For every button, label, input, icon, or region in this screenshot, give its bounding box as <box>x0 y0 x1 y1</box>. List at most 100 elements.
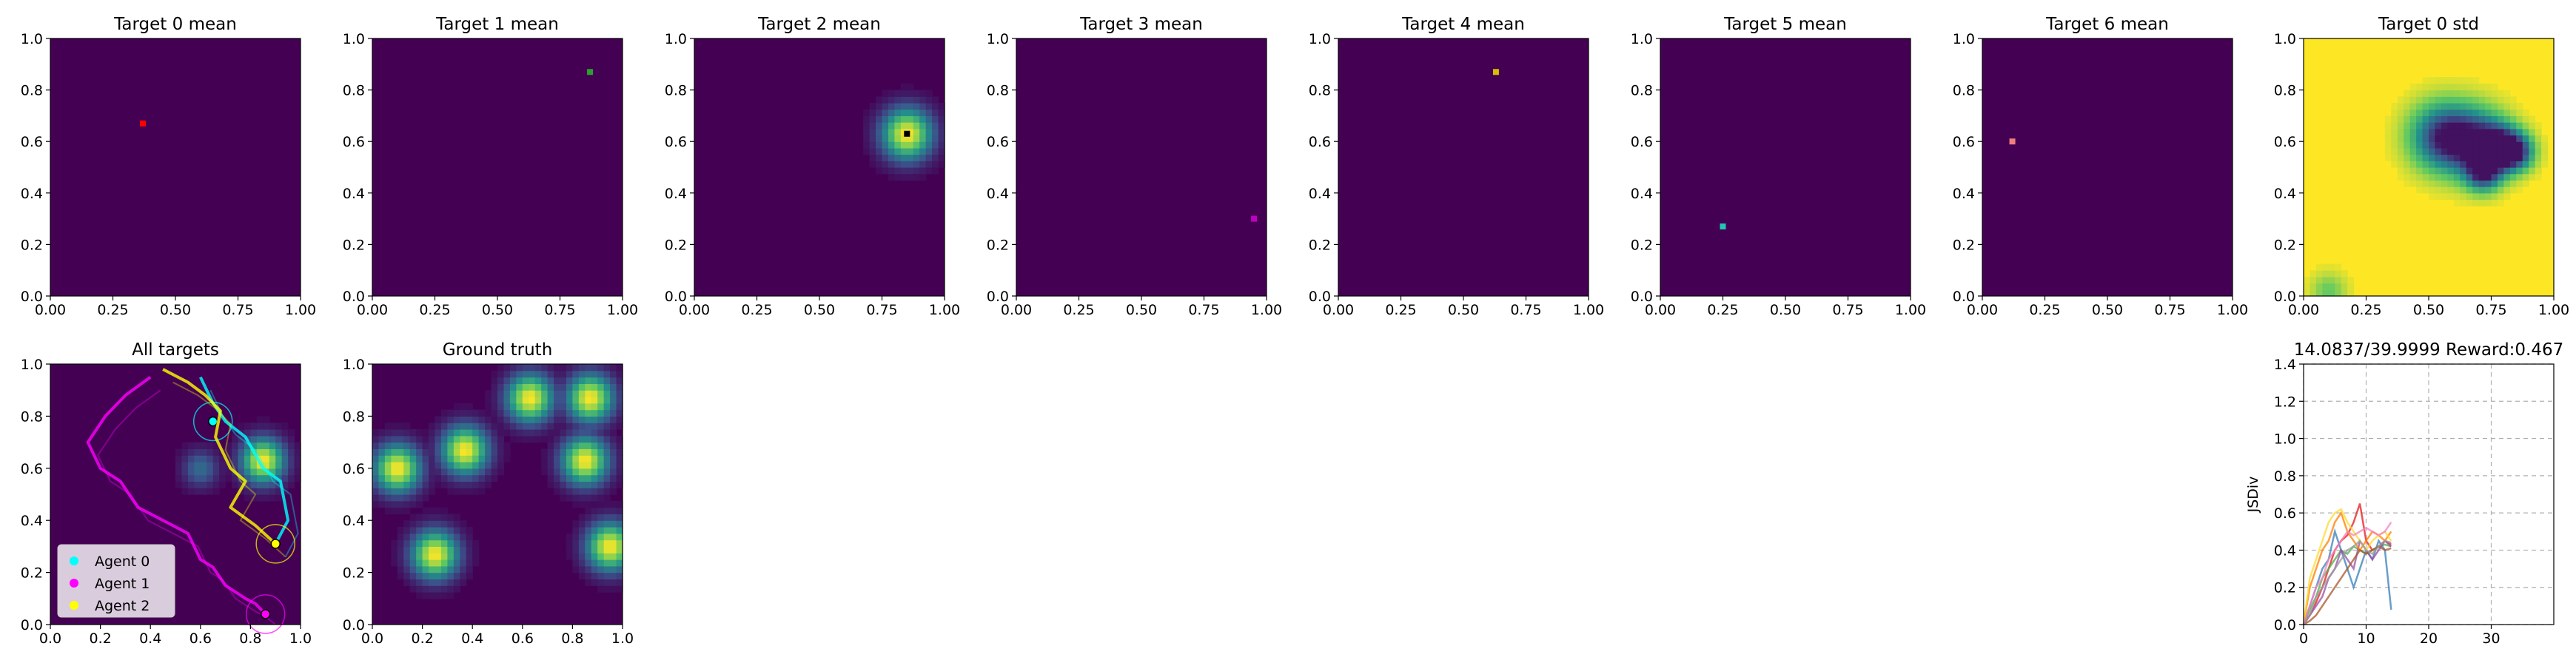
heatmap-cell <box>435 448 442 456</box>
std-cell <box>2472 83 2480 91</box>
y-tick-label-1-2: 0.4 <box>343 186 365 202</box>
heatmap-cell <box>403 435 411 443</box>
heatmap-cell <box>534 377 542 384</box>
subplot-0: 0.00 0.25 0.50 0.75 1.000.00.20.40.60.81.0Ta… <box>21 15 316 318</box>
heatmap-cell <box>435 546 442 554</box>
subplot-2: 0.00 0.25 0.50 0.75 1.000.00.20.40.60.81.0Ta… <box>665 15 960 318</box>
heatmap-cell <box>453 442 460 449</box>
heatmap-cell <box>522 364 529 371</box>
std-cell <box>2466 154 2473 161</box>
heatmap-cell <box>560 423 567 430</box>
std-cell <box>2497 154 2504 161</box>
heatmap-cell <box>453 462 460 469</box>
heatmap-cell <box>491 383 498 391</box>
heatmap-cell <box>429 481 436 488</box>
heatmap-cell <box>925 141 933 149</box>
std-cell <box>2441 115 2448 123</box>
std-cell <box>2491 122 2498 130</box>
heatmap-cell <box>603 520 611 528</box>
std-cell <box>2466 128 2473 136</box>
heatmap-cell <box>416 585 423 593</box>
heatmap-cell <box>466 546 473 554</box>
std-cell <box>2478 192 2486 201</box>
std-cell <box>2522 154 2529 161</box>
heatmap-cell <box>938 147 945 155</box>
heatmap-cell <box>288 462 295 469</box>
heatmap-cell <box>591 403 598 411</box>
std-cell <box>2466 141 2473 149</box>
std-cell <box>2460 128 2467 136</box>
heatmap-cell <box>541 423 549 430</box>
std-cell <box>2441 141 2448 149</box>
heatmap-cell <box>472 409 480 417</box>
x-tick-label-4-2: 0.50 <box>1448 302 1479 318</box>
heatmap-cell <box>913 154 920 161</box>
heatmap-cell <box>585 520 592 528</box>
legend-label-2: Agent 2 <box>95 598 150 614</box>
heatmap-cell <box>900 109 908 116</box>
heatmap-cell <box>900 90 908 97</box>
heatmap-cell <box>187 488 195 495</box>
heatmap-cell <box>603 546 611 554</box>
std-cell <box>2485 186 2492 194</box>
y-tick-label-8-3: 0.6 <box>21 461 43 477</box>
std-cell <box>2466 96 2473 104</box>
std-cell <box>2447 173 2455 181</box>
std-cell <box>2422 109 2429 116</box>
heatmap-cell <box>384 442 392 449</box>
heatmap-cell <box>440 572 448 579</box>
heatmap-cell <box>603 448 611 456</box>
std-cell <box>2460 141 2467 149</box>
heatmap-cell <box>925 122 933 130</box>
std-cell <box>2522 147 2529 155</box>
heatmap-cell <box>275 462 283 469</box>
heatmap-cell <box>409 488 417 495</box>
std-cell <box>2503 128 2511 136</box>
heatmap-cell <box>472 442 480 449</box>
heatmap-cell <box>597 390 605 397</box>
heatmap-cell <box>275 468 283 476</box>
std-cell <box>2516 147 2523 155</box>
std-cell <box>2409 135 2417 142</box>
heatmap-cell <box>422 507 429 514</box>
y-tick-label-2-4: 0.8 <box>665 83 687 99</box>
heatmap-cell <box>616 481 623 488</box>
std-cell <box>2422 90 2429 97</box>
heatmap-cell <box>212 488 220 495</box>
heatmap-cell <box>232 429 239 437</box>
heatmap-cell <box>597 539 605 547</box>
std-cell <box>2497 141 2504 149</box>
std-cell <box>2497 161 2504 168</box>
std-cell <box>2491 115 2498 123</box>
heatmap-cell <box>453 539 460 547</box>
heatmap-cell <box>863 147 871 155</box>
heatmap-cell <box>888 128 895 136</box>
heatmap-cell <box>503 390 511 397</box>
heatmap-cell <box>397 500 404 508</box>
std-cell <box>2503 180 2511 187</box>
heatmap-cell <box>435 539 442 547</box>
heatmap-cell <box>938 103 945 110</box>
heatmap-cell <box>919 167 927 175</box>
std-cell <box>2478 199 2486 206</box>
heatmap-cell <box>244 448 251 456</box>
heatmap-cell <box>509 416 517 423</box>
heatmap-cell <box>409 559 417 567</box>
heatmap-cell <box>435 416 442 423</box>
heatmap-cell <box>466 416 473 423</box>
heatmap-cell <box>938 122 945 130</box>
heatmap-cell <box>610 403 617 411</box>
heatmap-cell <box>591 494 598 502</box>
heatmap-cell <box>610 572 617 579</box>
heatmap-cell <box>907 122 914 130</box>
std-cell <box>2453 109 2461 116</box>
heatmap-cell <box>187 468 195 476</box>
x-tick-label-8-3: 0.6 <box>189 630 212 647</box>
heatmap-cell <box>485 409 492 417</box>
heatmap-cell <box>534 423 542 430</box>
heatmap-cell <box>603 539 611 547</box>
std-cell <box>2509 96 2517 104</box>
heatmap-cell <box>572 539 580 547</box>
heatmap-cell <box>187 442 195 449</box>
heatmap-cell <box>409 539 417 547</box>
